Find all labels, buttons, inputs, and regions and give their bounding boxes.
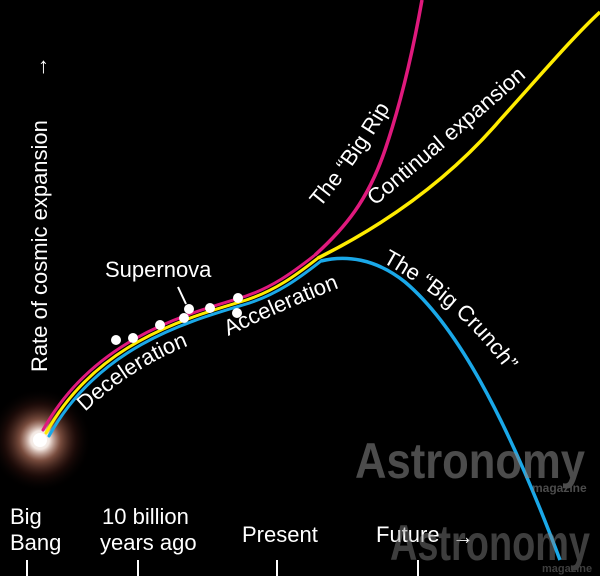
x-axis-ticks bbox=[26, 560, 419, 576]
shared-curve-yellow bbox=[44, 256, 320, 435]
big-rip-curve bbox=[313, 0, 424, 257]
supernova-point bbox=[155, 320, 165, 330]
astronomy-watermark-bottom: Astronomy magazine bbox=[390, 515, 592, 575]
watermark-sub: magazine bbox=[532, 481, 587, 495]
supernova-point bbox=[179, 313, 189, 323]
supernova-point bbox=[128, 333, 138, 343]
tick-label-10-billion-1: 10 billion bbox=[102, 504, 189, 529]
supernova-point bbox=[233, 293, 243, 303]
big-crunch-text: The “Big Crunch” bbox=[380, 245, 523, 375]
y-axis-label: Rate of cosmic expansion bbox=[27, 120, 52, 372]
big-rip-text: The “Big Rip” bbox=[0, 0, 394, 211]
supernova-point bbox=[205, 303, 215, 313]
watermark-sub: magazine bbox=[542, 563, 592, 575]
supernova-point bbox=[232, 308, 242, 318]
supernova-point bbox=[111, 335, 121, 345]
tick-label-present: Present bbox=[242, 522, 318, 547]
shared-curve-blue bbox=[47, 259, 323, 438]
future-arrow-icon: → bbox=[452, 524, 474, 549]
tick-label-big-bang-1: Big bbox=[10, 504, 42, 529]
y-axis-arrow-icon: → bbox=[27, 56, 52, 78]
supernova-label: Supernova bbox=[105, 257, 212, 282]
watermark-brand: Astronomy bbox=[390, 515, 590, 571]
big-crunch-label: The “Big Crunch” bbox=[380, 245, 523, 375]
continual-expansion-curve bbox=[317, 10, 600, 260]
continual-expansion-label: Continual expansion bbox=[362, 62, 530, 210]
astronomy-watermark-top: Astronomy magazine bbox=[355, 433, 587, 495]
big-bang-core bbox=[33, 433, 47, 447]
tick-label-10-billion-2: years ago bbox=[100, 530, 197, 555]
watermark-brand: Astronomy bbox=[355, 433, 585, 489]
tick-label-big-bang-2: Bang bbox=[10, 530, 61, 555]
big-crunch-curve bbox=[320, 256, 562, 561]
supernova-pointer bbox=[177, 286, 187, 305]
big-rip-label: The “Big Rip” bbox=[0, 0, 394, 211]
continual-expansion-text: Continual expansion bbox=[362, 62, 530, 210]
supernova-point bbox=[184, 304, 194, 314]
tick-label-future: Future bbox=[376, 522, 440, 547]
supernova-points bbox=[111, 293, 243, 345]
